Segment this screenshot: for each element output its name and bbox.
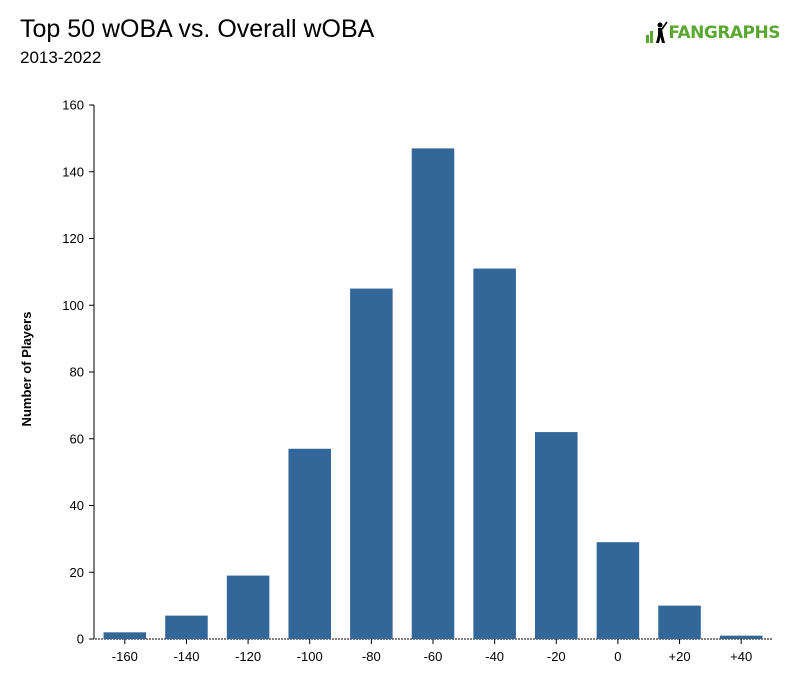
x-tick-label: -60 (424, 649, 443, 664)
logo-text-graphs: GRAPHS (703, 23, 781, 43)
bar (473, 268, 516, 639)
bar (165, 615, 208, 639)
y-axis-title: Number of Players (19, 312, 34, 427)
x-tick-label: -140 (173, 649, 199, 664)
x-tick-label: -80 (362, 649, 381, 664)
chart-title: Top 50 wOBA vs. Overall wOBA (20, 15, 375, 43)
fangraphs-logo: FANGRAPHS (646, 20, 781, 46)
x-tick-label: -160 (112, 649, 138, 664)
x-tick-label: +40 (730, 649, 752, 664)
bar (288, 448, 331, 639)
y-tick-label: 140 (62, 164, 84, 179)
batter-icon (646, 21, 668, 43)
logo-text-fan: FAN (668, 23, 704, 43)
y-tick-label: 160 (62, 98, 84, 113)
bar (658, 605, 701, 639)
bar (350, 288, 393, 639)
y-tick-label: 100 (62, 298, 84, 313)
x-tick-label: +20 (669, 649, 691, 664)
y-tick-label: 60 (70, 431, 84, 446)
bar (411, 148, 455, 639)
bar (596, 542, 640, 639)
bars (103, 148, 763, 639)
bar (103, 632, 147, 639)
logo-text: FANGRAPHS (668, 23, 780, 43)
x-tick-label: -120 (235, 649, 261, 664)
x-tick-label: -40 (485, 649, 504, 664)
bar (226, 575, 270, 639)
x-tick-label: -100 (297, 649, 323, 664)
x-tick-label: 0 (614, 649, 621, 664)
bar (535, 432, 578, 639)
x-tick-label: -20 (547, 649, 566, 664)
y-axis: 0 20 40 60 80 100 120 140 160 (62, 98, 95, 647)
y-tick-label: 120 (62, 231, 84, 246)
y-tick-label: 0 (77, 632, 84, 647)
bar (719, 635, 763, 639)
y-tick-label: 80 (70, 365, 84, 380)
y-tick-label: 20 (70, 565, 84, 580)
y-tick-label: 40 (70, 498, 84, 513)
chart-subtitle: 2013-2022 (20, 48, 102, 67)
x-axis: -160 -140 -120 -100 -80 -60 -40 -20 0 +20 +40 (89, 638, 772, 664)
